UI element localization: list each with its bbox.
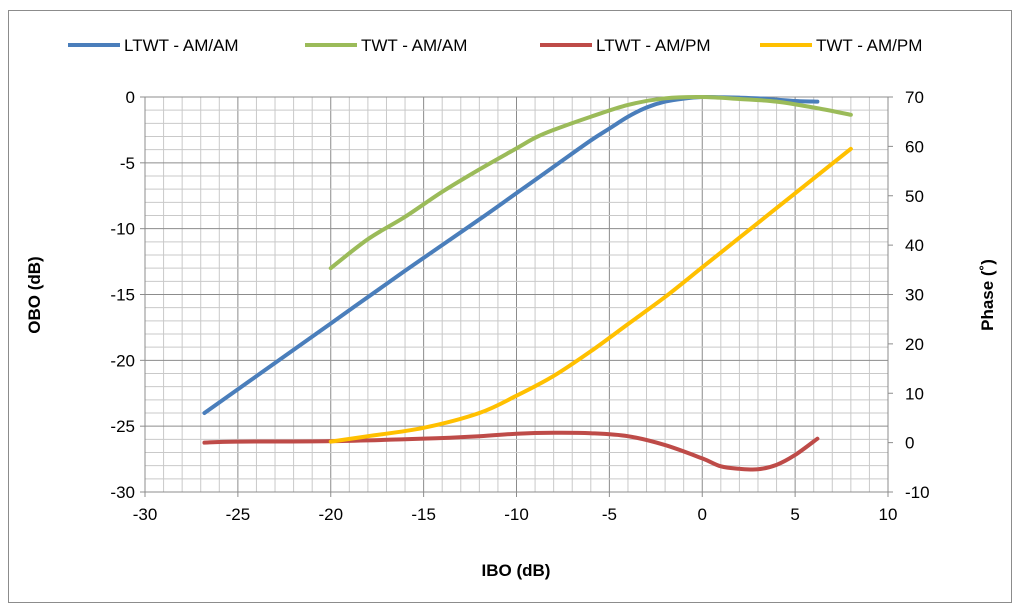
legend-label: TWT - AM/AM — [361, 36, 467, 55]
y-tick-label: -20 — [110, 351, 135, 370]
x-tick-label: 10 — [879, 505, 898, 524]
series-layer — [202, 94, 853, 472]
y2-tick-label: 70 — [905, 88, 924, 107]
chart-frame — [8, 10, 1012, 603]
y2-tick-label: 0 — [905, 434, 914, 453]
legend: LTWT - AM/AM TWT - AM/AM LTWT - AM/PM TWT -… — [68, 36, 922, 55]
x-tick-label: 5 — [790, 505, 799, 524]
x-tick-label: -5 — [602, 505, 617, 524]
y2-tick-label: 50 — [905, 187, 924, 206]
series-line-2 — [328, 94, 853, 271]
y-tick-label: -10 — [110, 220, 135, 239]
x-axis-title: IBO (dB) — [482, 561, 551, 580]
y-tick-label: -5 — [120, 154, 135, 173]
legend-label: TWT - AM/PM — [816, 36, 922, 55]
y2-tick-label: 30 — [905, 286, 924, 305]
y-tick-label: -15 — [110, 286, 135, 305]
series-line-4 — [328, 146, 853, 444]
y2-tick-label: 20 — [905, 335, 924, 354]
x-tick-label: -20 — [318, 505, 343, 524]
legend-label: LTWT - AM/PM — [596, 36, 711, 55]
x-tick-label: 0 — [698, 505, 707, 524]
legend-label: LTWT - AM/AM — [124, 36, 239, 55]
ticks-layer: -30 -25 -20 -15 -10 -5 0 5 10 0 -5 -10 -15 -20 -25 -30 7… — [110, 88, 929, 524]
series-line-3 — [202, 430, 820, 472]
x-tick-label: -10 — [504, 505, 529, 524]
x-tick-label: -25 — [226, 505, 251, 524]
y-tick-label: 0 — [126, 88, 135, 107]
y2-tick-label: -10 — [905, 483, 930, 502]
y2-tick-label: 40 — [905, 236, 924, 255]
y-axis-title: OBO (dB) — [25, 256, 44, 333]
y-tick-label: -30 — [110, 483, 135, 502]
y2-tick-label: 60 — [905, 137, 924, 156]
y2-axis-title: Phase (˚) — [978, 259, 997, 331]
y2-tick-label: 10 — [905, 384, 924, 403]
x-tick-label: -15 — [411, 505, 436, 524]
x-tick-label: -30 — [133, 505, 158, 524]
y-tick-label: -25 — [110, 417, 135, 436]
